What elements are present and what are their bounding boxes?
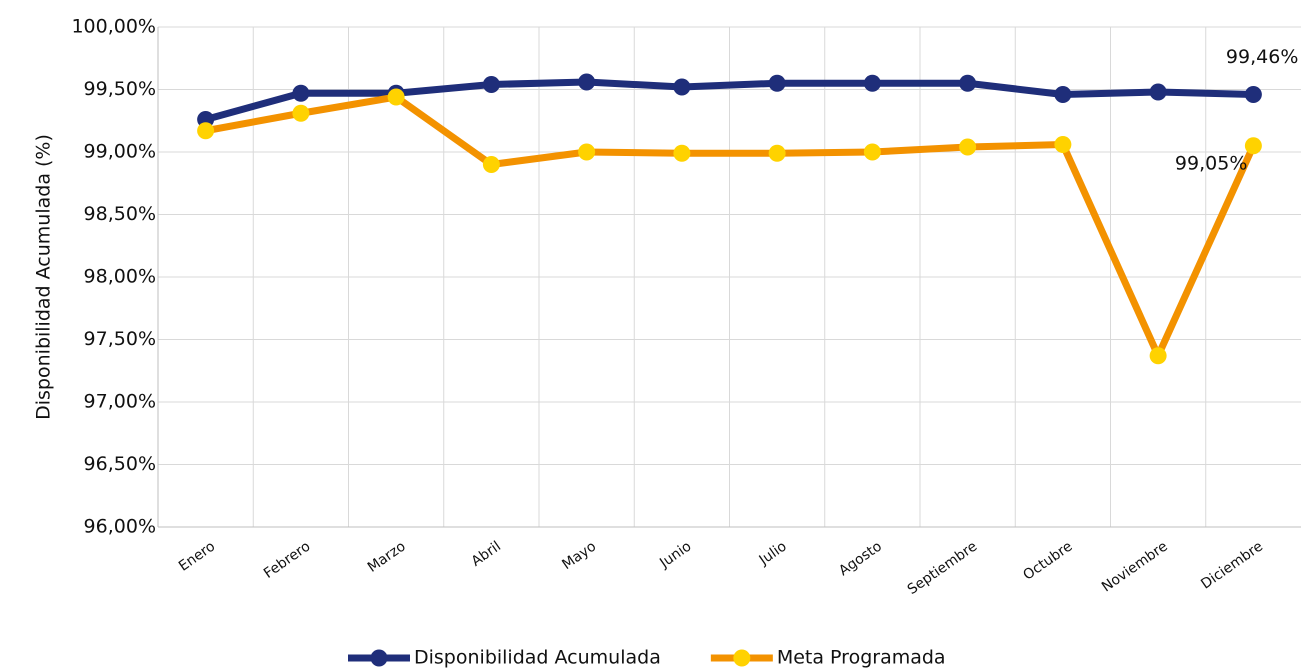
point xyxy=(1244,86,1262,103)
series-line xyxy=(204,93,1257,360)
x-tick-label: Enero xyxy=(176,538,218,574)
y-tick-label: 99,00% xyxy=(84,141,156,163)
x-tick-label: Mayo xyxy=(559,538,599,573)
point xyxy=(578,73,596,91)
series-line xyxy=(204,78,1254,123)
y-tick-label: 98,00% xyxy=(84,266,156,288)
x-tick-label: Agosto xyxy=(836,538,885,579)
y-axis-label: Disponibilidad Acumulada (%) xyxy=(33,134,55,420)
x-tick-label: Febrero xyxy=(261,538,313,581)
x-tick-label: Diciembre xyxy=(1198,538,1266,592)
x-tick-label: Marzo xyxy=(365,538,409,575)
point xyxy=(768,74,786,92)
point xyxy=(1054,136,1072,153)
point xyxy=(1054,86,1072,103)
point xyxy=(673,144,691,162)
point xyxy=(1149,83,1167,101)
y-tick-label: 96,50% xyxy=(84,453,156,475)
point xyxy=(387,88,405,106)
y-tick-label: 96,00% xyxy=(84,516,156,538)
y-tick-label: 98,50% xyxy=(84,203,156,225)
legend-label: Disponibilidad Acumulada xyxy=(414,647,661,669)
x-tick-label: Noviembre xyxy=(1099,538,1171,595)
point xyxy=(482,156,500,173)
legend-label: Meta Programada xyxy=(777,647,946,669)
point xyxy=(863,143,881,161)
y-tick-label: 99,50% xyxy=(84,78,156,100)
x-tick-label: Julio xyxy=(756,538,790,569)
point xyxy=(1149,347,1167,365)
y-tick-label: 97,00% xyxy=(84,391,156,413)
x-tick-label: Junio xyxy=(656,538,694,571)
point xyxy=(482,76,500,93)
x-tick-label: Septiembre xyxy=(905,538,981,598)
point xyxy=(292,104,310,122)
point xyxy=(578,143,596,161)
x-tick-label: Octubre xyxy=(1020,538,1075,583)
point xyxy=(197,122,215,140)
legend-marker xyxy=(370,649,388,667)
point xyxy=(959,138,977,156)
y-tick-label: 100,00% xyxy=(71,16,156,38)
point xyxy=(1244,137,1262,155)
x-tick-label: Abril xyxy=(469,538,504,569)
data-label: 99,05% xyxy=(1175,152,1247,174)
legend-marker xyxy=(733,649,751,667)
point xyxy=(673,78,691,96)
point xyxy=(292,84,310,102)
point xyxy=(959,74,977,92)
data-label: 99,46% xyxy=(1226,46,1298,68)
point xyxy=(863,74,881,92)
y-tick-label: 97,50% xyxy=(84,328,156,350)
point xyxy=(768,144,786,162)
